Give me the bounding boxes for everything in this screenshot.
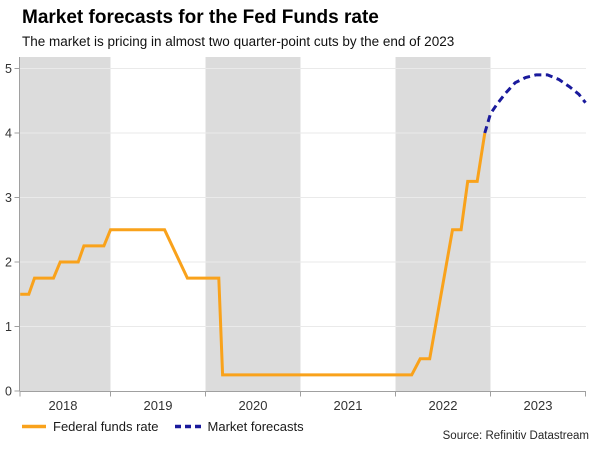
dashed-line-swatch-icon	[174, 424, 201, 428]
chart-legend: Federal funds rate Market forecasts	[22, 416, 320, 436]
shaded-year-band	[20, 57, 111, 391]
y-axis-tick-label: 5	[5, 62, 12, 76]
x-axis-tick-label: 2022	[429, 398, 458, 413]
legend-label: Market forecasts	[207, 418, 304, 434]
page-title: Market forecasts for the Fed Funds rate	[22, 7, 379, 28]
y-axis-tick-label: 1	[5, 320, 12, 334]
x-axis-tick-label: 2020	[239, 398, 268, 413]
x-axis-tick-label: 2018	[49, 398, 78, 413]
x-axis-tick-label: 2019	[144, 398, 173, 413]
y-axis-tick-label: 0	[5, 385, 12, 399]
shaded-year-band	[395, 57, 491, 391]
page-subtitle: The market is pricing in almost two quar…	[22, 34, 455, 49]
y-axis-tick-label: 2	[5, 256, 12, 270]
shaded-year-band	[205, 57, 301, 391]
series-line-federal-funds-rate	[20, 132, 487, 377]
legend-item-federal-funds-rate: Federal funds rate	[22, 419, 159, 434]
series-line-market-forecasts	[483, 73, 587, 134]
x-axis-tick-label: 2021	[334, 398, 363, 413]
source-attribution: Source: Refinitiv Datastream	[442, 430, 589, 442]
y-axis-tick-label: 3	[5, 191, 12, 205]
solid-line-swatch-icon	[22, 424, 46, 428]
x-axis-tick-label: 2023	[524, 398, 553, 413]
y-axis-tick-label: 4	[5, 127, 12, 141]
legend-item-market-forecasts: Market forecasts	[174, 418, 304, 434]
legend-label: Federal funds rate	[53, 418, 159, 434]
